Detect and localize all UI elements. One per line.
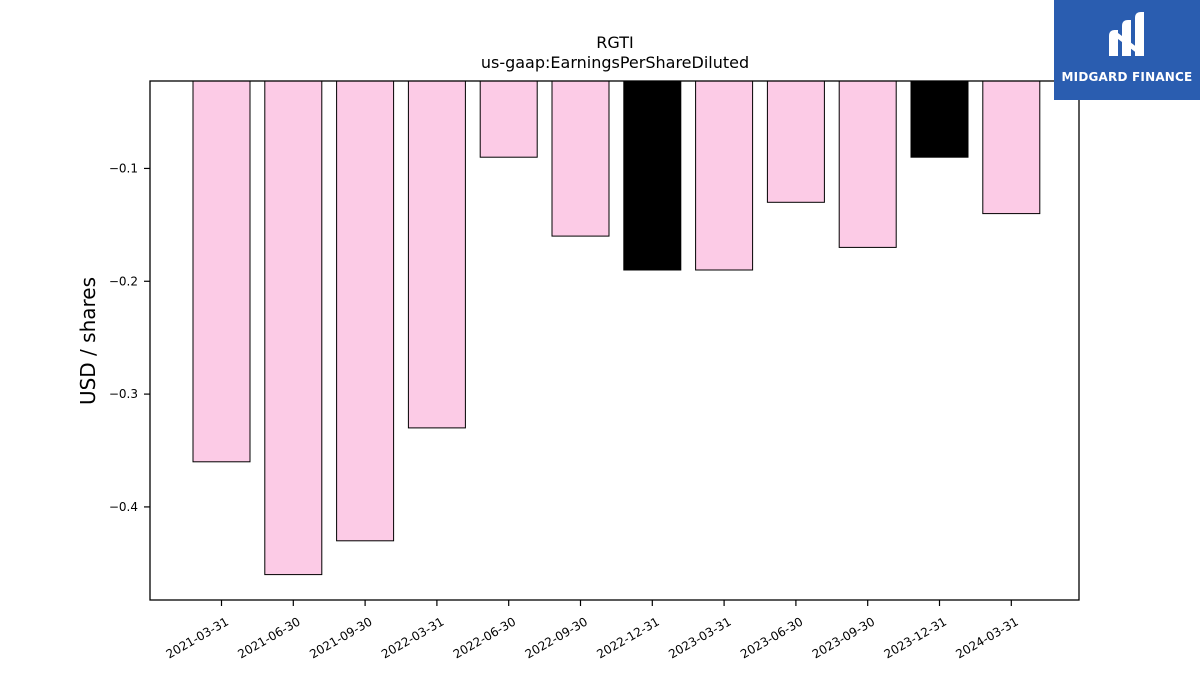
bar-2023-03-31 — [696, 81, 753, 270]
y-axis-label: USD / shares — [76, 277, 100, 405]
x-tick-label: 2022-03-31 — [379, 614, 446, 661]
bar-2021-06-30 — [265, 81, 322, 575]
chart-title: RGTI — [596, 33, 633, 52]
bar-2022-03-31 — [408, 81, 465, 428]
bar-2022-12-31 — [624, 81, 681, 270]
x-tick-label: 2023-09-30 — [810, 614, 877, 661]
x-tick-label: 2023-12-31 — [882, 614, 949, 661]
y-tick-label: −0.2 — [109, 274, 138, 288]
x-tick-label: 2022-06-30 — [451, 614, 518, 661]
bar-2022-06-30 — [480, 81, 537, 157]
bar-2023-06-30 — [767, 81, 824, 202]
chart-subtitle: us-gaap:EarningsPerShareDiluted — [481, 53, 749, 72]
y-tick-label: −0.4 — [109, 500, 138, 514]
brand-logo: MIDGARD FINANCE — [1054, 0, 1200, 100]
bar-chart: RGTI us-gaap:EarningsPerShareDiluted −0.… — [0, 0, 1200, 675]
x-tick-label: 2024-03-31 — [953, 614, 1020, 661]
x-tick-label: 2021-06-30 — [235, 614, 302, 661]
x-tick-label: 2023-03-31 — [666, 614, 733, 661]
y-tick-label: −0.1 — [109, 161, 138, 175]
bar-2021-03-31 — [193, 81, 250, 462]
y-tick-label: −0.3 — [109, 387, 138, 401]
bars-group — [193, 81, 1040, 575]
x-tick-label: 2021-03-31 — [164, 614, 231, 661]
x-tick-label: 2022-12-31 — [594, 614, 661, 661]
x-axis: 2021-03-31 2021-06-30 2021-09-30 2022-03-31… — [164, 600, 1021, 661]
y-axis: −0.1 −0.2 −0.3 −0.4 — [109, 161, 150, 513]
logo-text: MIDGARD FINANCE — [1054, 70, 1200, 84]
x-tick-label: 2022-09-30 — [523, 614, 590, 661]
bar-2022-09-30 — [552, 81, 609, 236]
midgard-logo-icon — [1054, 0, 1200, 70]
bar-2024-03-31 — [983, 81, 1040, 214]
bar-2021-09-30 — [337, 81, 394, 541]
x-tick-label: 2023-06-30 — [738, 614, 805, 661]
bar-2023-12-31 — [911, 81, 968, 157]
bar-2023-09-30 — [839, 81, 896, 247]
x-tick-label: 2021-09-30 — [307, 614, 374, 661]
